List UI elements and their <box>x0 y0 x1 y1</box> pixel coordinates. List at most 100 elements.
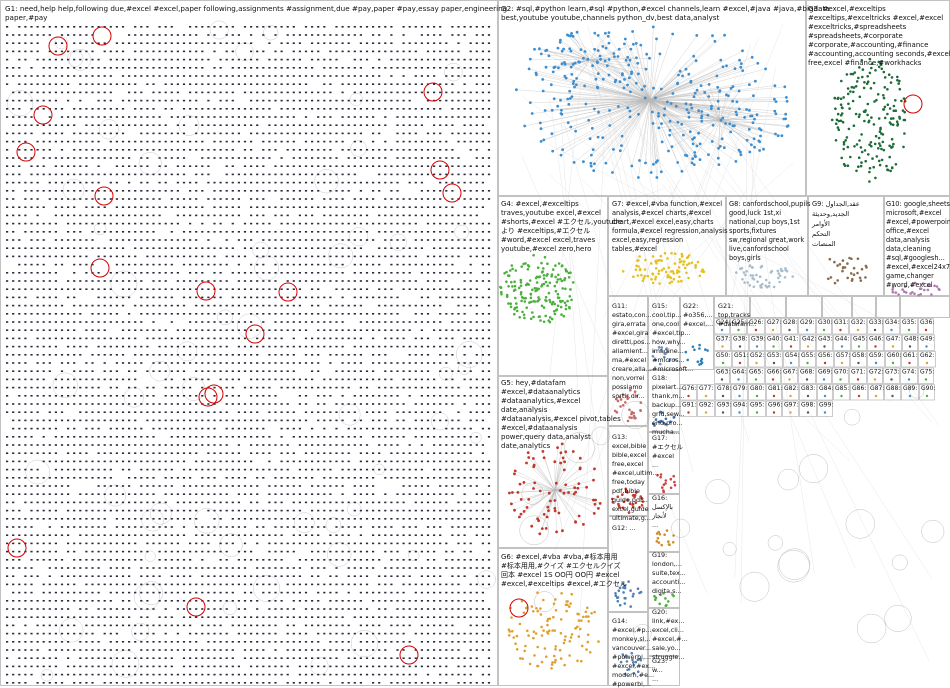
graph-node <box>256 436 259 438</box>
graph-node <box>268 304 271 307</box>
graph-node <box>243 83 247 85</box>
graph-node <box>85 190 88 192</box>
graph-node <box>408 354 411 356</box>
graph-node <box>134 354 137 356</box>
graph-node <box>24 411 27 413</box>
graph-node <box>189 231 192 233</box>
graph-node <box>451 345 454 348</box>
graph-node <box>36 468 39 471</box>
graph-node <box>54 108 57 110</box>
graph-node <box>134 58 137 61</box>
graph-node <box>195 395 198 397</box>
graph-node <box>420 34 423 36</box>
graph-node <box>237 337 240 340</box>
graph-node <box>487 50 491 53</box>
graph-node <box>426 419 430 422</box>
graph-node <box>365 280 369 282</box>
graph-node <box>243 75 247 77</box>
graph-node <box>54 280 57 282</box>
graph-node <box>457 58 460 61</box>
graph-node <box>475 214 478 217</box>
graph-edge <box>649 50 743 101</box>
graph-node <box>6 321 9 323</box>
graph-node <box>97 99 100 102</box>
graph-node <box>274 231 277 233</box>
graph-node <box>176 165 179 167</box>
graph-node <box>85 378 88 381</box>
graph-node <box>152 206 155 208</box>
graph-node <box>323 436 326 438</box>
graph-node <box>384 198 387 200</box>
graph-node <box>365 255 369 258</box>
graph-node <box>60 26 64 28</box>
graph-node <box>201 91 204 94</box>
graph-node <box>469 26 472 28</box>
graph-node <box>408 378 411 381</box>
graph-node <box>274 239 277 241</box>
graph-node <box>48 198 51 200</box>
graph-edge <box>734 136 755 578</box>
graph-node <box>73 165 76 167</box>
graph-node <box>469 477 472 479</box>
graph-node <box>158 411 161 413</box>
graph-node <box>128 493 131 495</box>
graph-node <box>372 493 375 495</box>
graph-node <box>237 452 240 454</box>
graph-node <box>109 50 112 53</box>
graph-node <box>79 140 82 143</box>
graph-node <box>426 26 430 28</box>
graph-node <box>213 304 216 307</box>
graph-node <box>256 165 259 167</box>
graph-node <box>103 468 106 471</box>
graph-node <box>475 99 478 102</box>
graph-node <box>243 468 247 471</box>
graph-node <box>243 419 247 422</box>
graph-node <box>134 190 137 192</box>
graph-node <box>439 518 442 520</box>
graph-node <box>353 272 356 274</box>
graph-node <box>420 304 423 307</box>
graph-node <box>408 181 411 184</box>
graph-node <box>274 354 277 356</box>
graph-node <box>73 50 76 53</box>
graph-node <box>97 280 100 282</box>
graph-node <box>140 288 143 290</box>
graph-node <box>237 108 240 110</box>
graph-node <box>268 329 271 331</box>
graph-node <box>365 468 369 471</box>
graph-node <box>329 272 332 274</box>
graph-node <box>18 337 21 340</box>
graph-node <box>73 26 76 28</box>
graph-node <box>268 419 271 422</box>
graph-node <box>311 337 314 340</box>
graph-edge <box>67 50 84 67</box>
graph-node <box>268 436 271 438</box>
graph-node <box>359 231 362 233</box>
graph-node <box>6 140 9 143</box>
graph-node <box>91 214 94 217</box>
graph-node <box>274 83 277 85</box>
graph-node <box>292 296 295 299</box>
graph-node <box>24 395 27 397</box>
graph-node <box>170 91 173 94</box>
graph-node <box>79 280 82 282</box>
graph-node <box>420 272 423 274</box>
graph-node <box>463 444 466 446</box>
graph-edge <box>695 92 721 121</box>
graph-node <box>48 509 51 512</box>
graph-node <box>280 231 283 233</box>
graph-node <box>262 239 265 241</box>
graph-node <box>85 477 88 479</box>
graph-node <box>353 427 356 430</box>
graph-node <box>335 345 338 348</box>
graph-node <box>103 99 106 102</box>
graph-edge <box>719 119 750 153</box>
graph-node <box>414 337 417 340</box>
graph-node <box>170 468 173 471</box>
graph-node <box>463 427 466 430</box>
graph-node <box>396 460 399 463</box>
graph-node <box>134 501 137 504</box>
graph-node <box>359 329 362 331</box>
graph-node <box>408 255 411 258</box>
graph-node <box>378 436 381 438</box>
